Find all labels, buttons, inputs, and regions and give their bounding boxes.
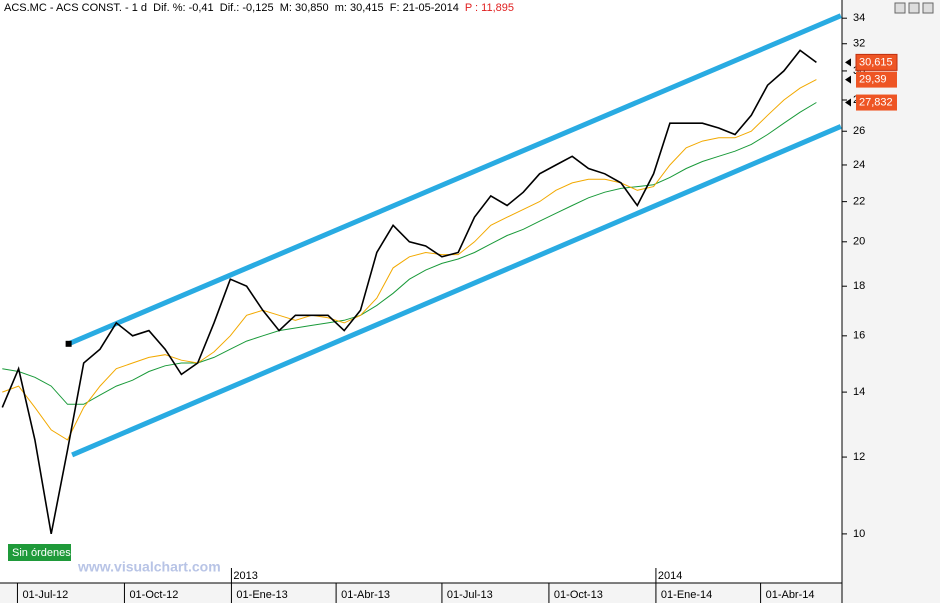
price-box (856, 71, 897, 88)
price-pointer (845, 75, 851, 84)
y-tick-label: 20 (853, 236, 865, 248)
y-tick-label: 26 (853, 125, 865, 137)
y-axis-panel (842, 0, 940, 603)
y-tick-label: 18 (853, 280, 865, 292)
price-label: 30,615 (859, 56, 893, 68)
maximize-button[interactable] (908, 2, 920, 14)
price-pointer (845, 58, 851, 67)
x-tick-label: 01-Abr-14 (766, 589, 815, 601)
price-box (856, 94, 897, 111)
series-line (1, 49, 817, 535)
x-tick-label: 01-Oct-12 (129, 589, 178, 601)
chart-title: ACS.MC - ACS CONST. - 1 d Dif. %: -0,41 … (4, 2, 459, 14)
x-tick-label: 01-Oct-13 (554, 589, 603, 601)
close-button[interactable] (922, 2, 934, 14)
year-label: 2014 (658, 570, 682, 582)
orders-badge (8, 544, 71, 561)
y-tick-label: 10 (853, 528, 865, 540)
orders-label: Sin órdenes (12, 547, 71, 559)
watermark: www.visualchart.com (77, 559, 221, 575)
y-tick-label: 32 (853, 38, 865, 50)
minimize-button[interactable] (894, 2, 906, 14)
year-label: 2013 (233, 570, 257, 582)
window-buttons (894, 2, 934, 14)
trendline-handle (65, 340, 72, 347)
series-line (2, 102, 817, 405)
price-label: 27,832 (859, 96, 893, 108)
y-tick-label: 24 (853, 159, 865, 171)
y-tick-label: 12 (853, 451, 865, 463)
plot (1, 13, 842, 535)
y-tick-label: 22 (853, 196, 865, 208)
x-tick-label: 01-Jul-12 (22, 589, 68, 601)
price-pointer (845, 98, 851, 107)
y-tick-label: 14 (853, 386, 865, 398)
y-tick-label: 34 (853, 12, 865, 24)
series-line (2, 79, 817, 441)
trendline (67, 13, 842, 347)
x-tick-label: 01-Ene-13 (236, 589, 287, 601)
chart-subtitle: P : 11,895 (465, 2, 514, 14)
x-tick-label: 01-Jul-13 (447, 589, 493, 601)
y-tick-label: 16 (853, 330, 865, 342)
x-axis-panel (0, 583, 842, 603)
trendline (71, 124, 842, 458)
price-box (855, 53, 898, 71)
price-label: 29,39 (859, 73, 887, 85)
x-tick-label: 01-Abr-13 (341, 589, 390, 601)
x-tick-label: 01-Ene-14 (661, 589, 712, 601)
